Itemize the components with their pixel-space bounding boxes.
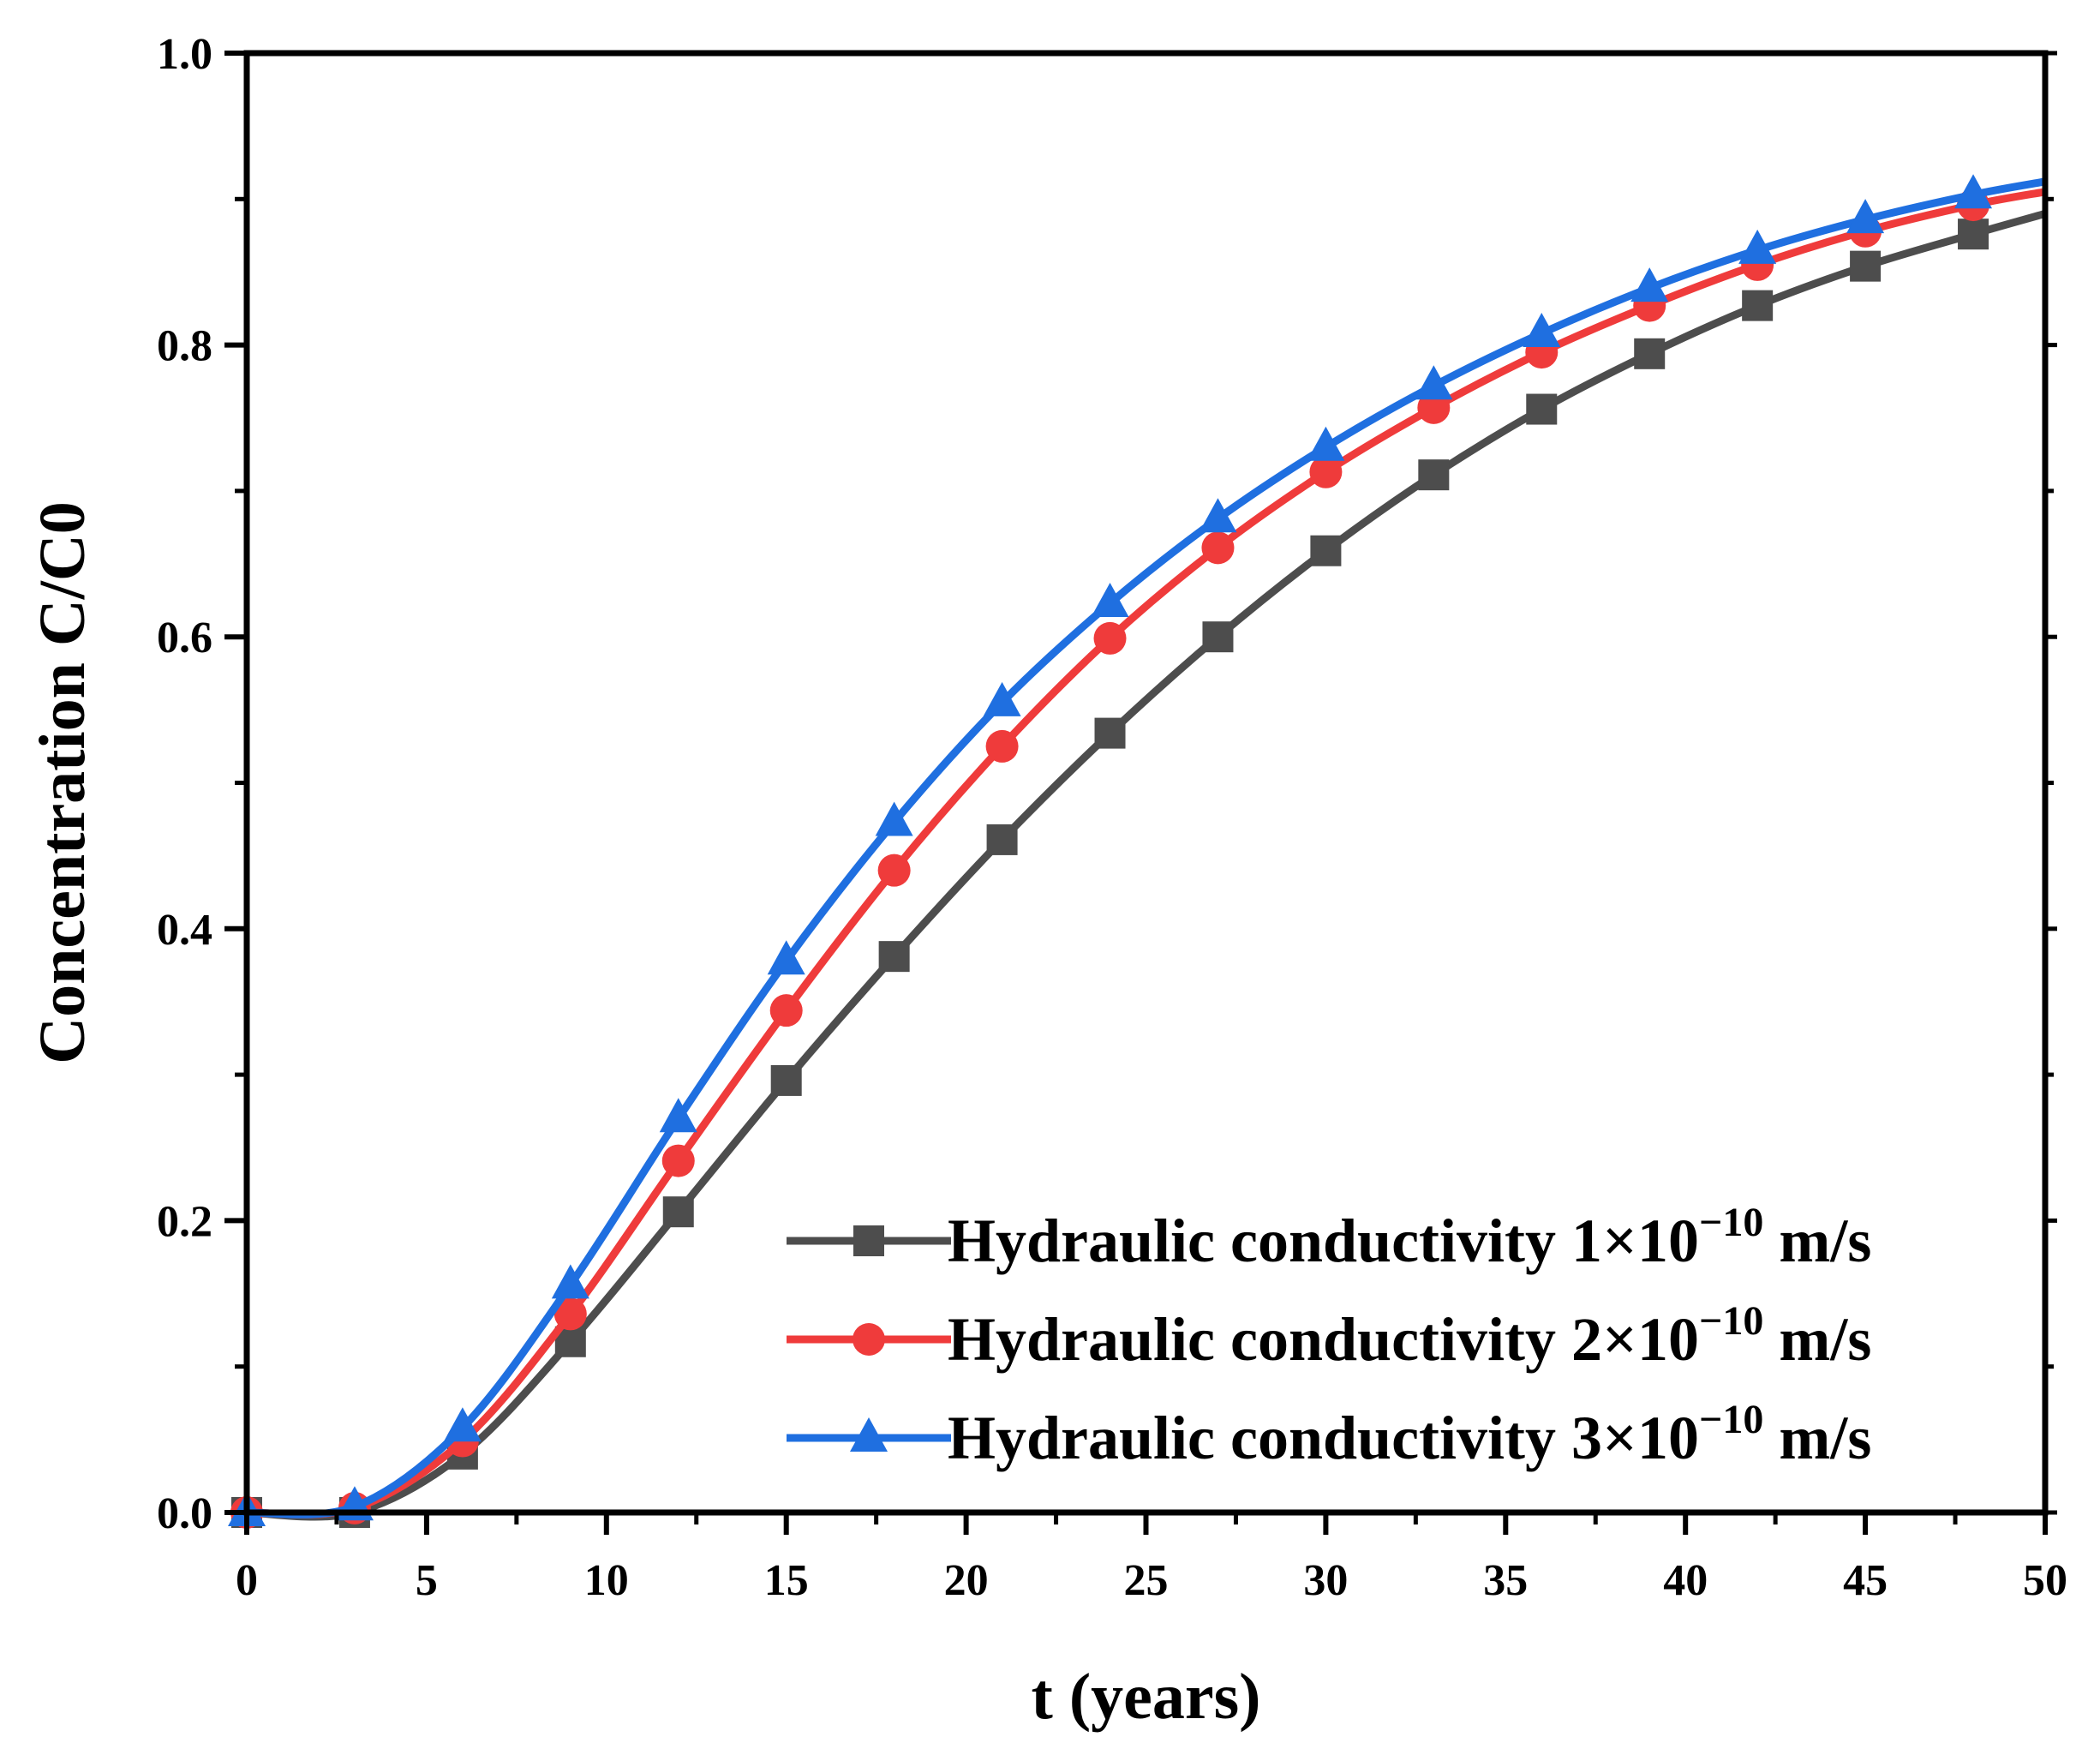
data-point <box>875 801 913 836</box>
data-point <box>1630 267 1669 302</box>
y-tick-label: 0.8 <box>157 322 212 371</box>
data-point <box>769 994 803 1027</box>
x-tick-label: 10 <box>584 1556 629 1605</box>
data-point <box>661 1144 695 1177</box>
x-tick-label: 20 <box>944 1556 989 1605</box>
legend-label-unit: m/s <box>1763 1404 1871 1472</box>
legend-label-prefix: Hydraulic conductivity 3×10 <box>948 1404 1699 1472</box>
x-tick-label: 40 <box>1663 1556 1708 1605</box>
legend-item: Hydraulic conductivity 3×10−10 m/s <box>787 1397 1871 1472</box>
data-point <box>1091 583 1129 618</box>
x-tick-label: 5 <box>416 1556 438 1605</box>
data-point <box>1742 290 1774 321</box>
data-point <box>1634 338 1666 369</box>
legend-item: Hydraulic conductivity 2×10−10 m/s <box>787 1298 1871 1374</box>
data-point <box>878 941 910 973</box>
legend-marker <box>853 1323 885 1356</box>
y-tick-label: 0.2 <box>157 1197 212 1246</box>
data-point <box>662 1196 694 1228</box>
legend-label-prefix: Hydraulic conductivity 2×10 <box>948 1305 1699 1374</box>
legend-label-prefix: Hydraulic conductivity 1×10 <box>948 1207 1699 1275</box>
data-point <box>1526 393 1558 425</box>
data-point <box>767 940 805 975</box>
data-point <box>1093 621 1127 655</box>
legend-item: Hydraulic conductivity 1×10−10 m/s <box>787 1200 1871 1275</box>
data-point <box>553 1297 587 1331</box>
data-point <box>1738 229 1777 264</box>
data-point <box>1310 535 1342 566</box>
legend-label-unit: m/s <box>1763 1305 1871 1374</box>
data-point <box>1418 459 1450 491</box>
x-tick-label: 30 <box>1303 1556 1348 1605</box>
data-point <box>659 1098 697 1133</box>
y-tick-label: 0.0 <box>157 1489 212 1538</box>
data-point <box>1846 199 1885 234</box>
legend-label-exponent: −10 <box>1699 1200 1763 1245</box>
data-point <box>1954 174 1993 209</box>
x-tick-label: 45 <box>1843 1556 1888 1605</box>
data-point <box>1309 455 1343 488</box>
data-point <box>1199 498 1237 533</box>
x-axis: 0 5 10 15 20 25 30 35 40 45 50 <box>236 1512 2067 1605</box>
data-point <box>1415 365 1453 400</box>
y-tick-label: 0.6 <box>157 614 212 662</box>
legend-marker <box>853 1225 884 1256</box>
x-tick-label: 25 <box>1124 1556 1169 1605</box>
legend-label-exponent: −10 <box>1699 1397 1763 1442</box>
data-point <box>1094 717 1126 749</box>
y-tick-label: 1.0 <box>157 30 212 79</box>
data-point <box>985 729 1019 763</box>
data-point <box>986 824 1018 855</box>
data-point <box>1307 426 1345 461</box>
y-axis-title: Concentration C/C0 <box>27 501 99 1064</box>
series-layer <box>228 174 2047 1529</box>
legend-label-exponent: −10 <box>1699 1298 1763 1344</box>
data-point <box>877 854 911 887</box>
data-point <box>1850 250 1882 282</box>
data-point <box>983 681 1021 716</box>
data-point <box>1417 391 1451 424</box>
x-tick-label: 0 <box>236 1556 258 1605</box>
legend-label: Hydraulic conductivity 2×10−10 m/s <box>948 1298 1871 1374</box>
legend-label: Hydraulic conductivity 3×10−10 m/s <box>948 1397 1871 1472</box>
legend-label: Hydraulic conductivity 1×10−10 m/s <box>948 1200 1871 1275</box>
legend: Hydraulic conductivity 1×10−10 m/sHydrau… <box>787 1200 1871 1472</box>
y-axis: 0.0 0.2 0.4 0.6 0.8 1.0 <box>157 30 2057 1538</box>
data-point <box>1958 219 1989 250</box>
x-tick-label: 15 <box>764 1556 809 1605</box>
data-point <box>770 1064 802 1096</box>
data-point <box>1202 621 1234 653</box>
data-point <box>443 1407 482 1442</box>
x-tick-label: 50 <box>2023 1556 2067 1605</box>
y-tick-label: 0.4 <box>157 906 212 955</box>
x-tick-label: 35 <box>1483 1556 1528 1605</box>
legend-marker <box>850 1417 888 1452</box>
plot-frame <box>243 50 2049 1516</box>
x-axis-title: t (years) <box>1032 1661 1261 1733</box>
data-point <box>1201 531 1235 565</box>
data-point <box>1523 312 1561 347</box>
legend-label-unit: m/s <box>1763 1207 1871 1275</box>
data-point <box>551 1264 589 1299</box>
